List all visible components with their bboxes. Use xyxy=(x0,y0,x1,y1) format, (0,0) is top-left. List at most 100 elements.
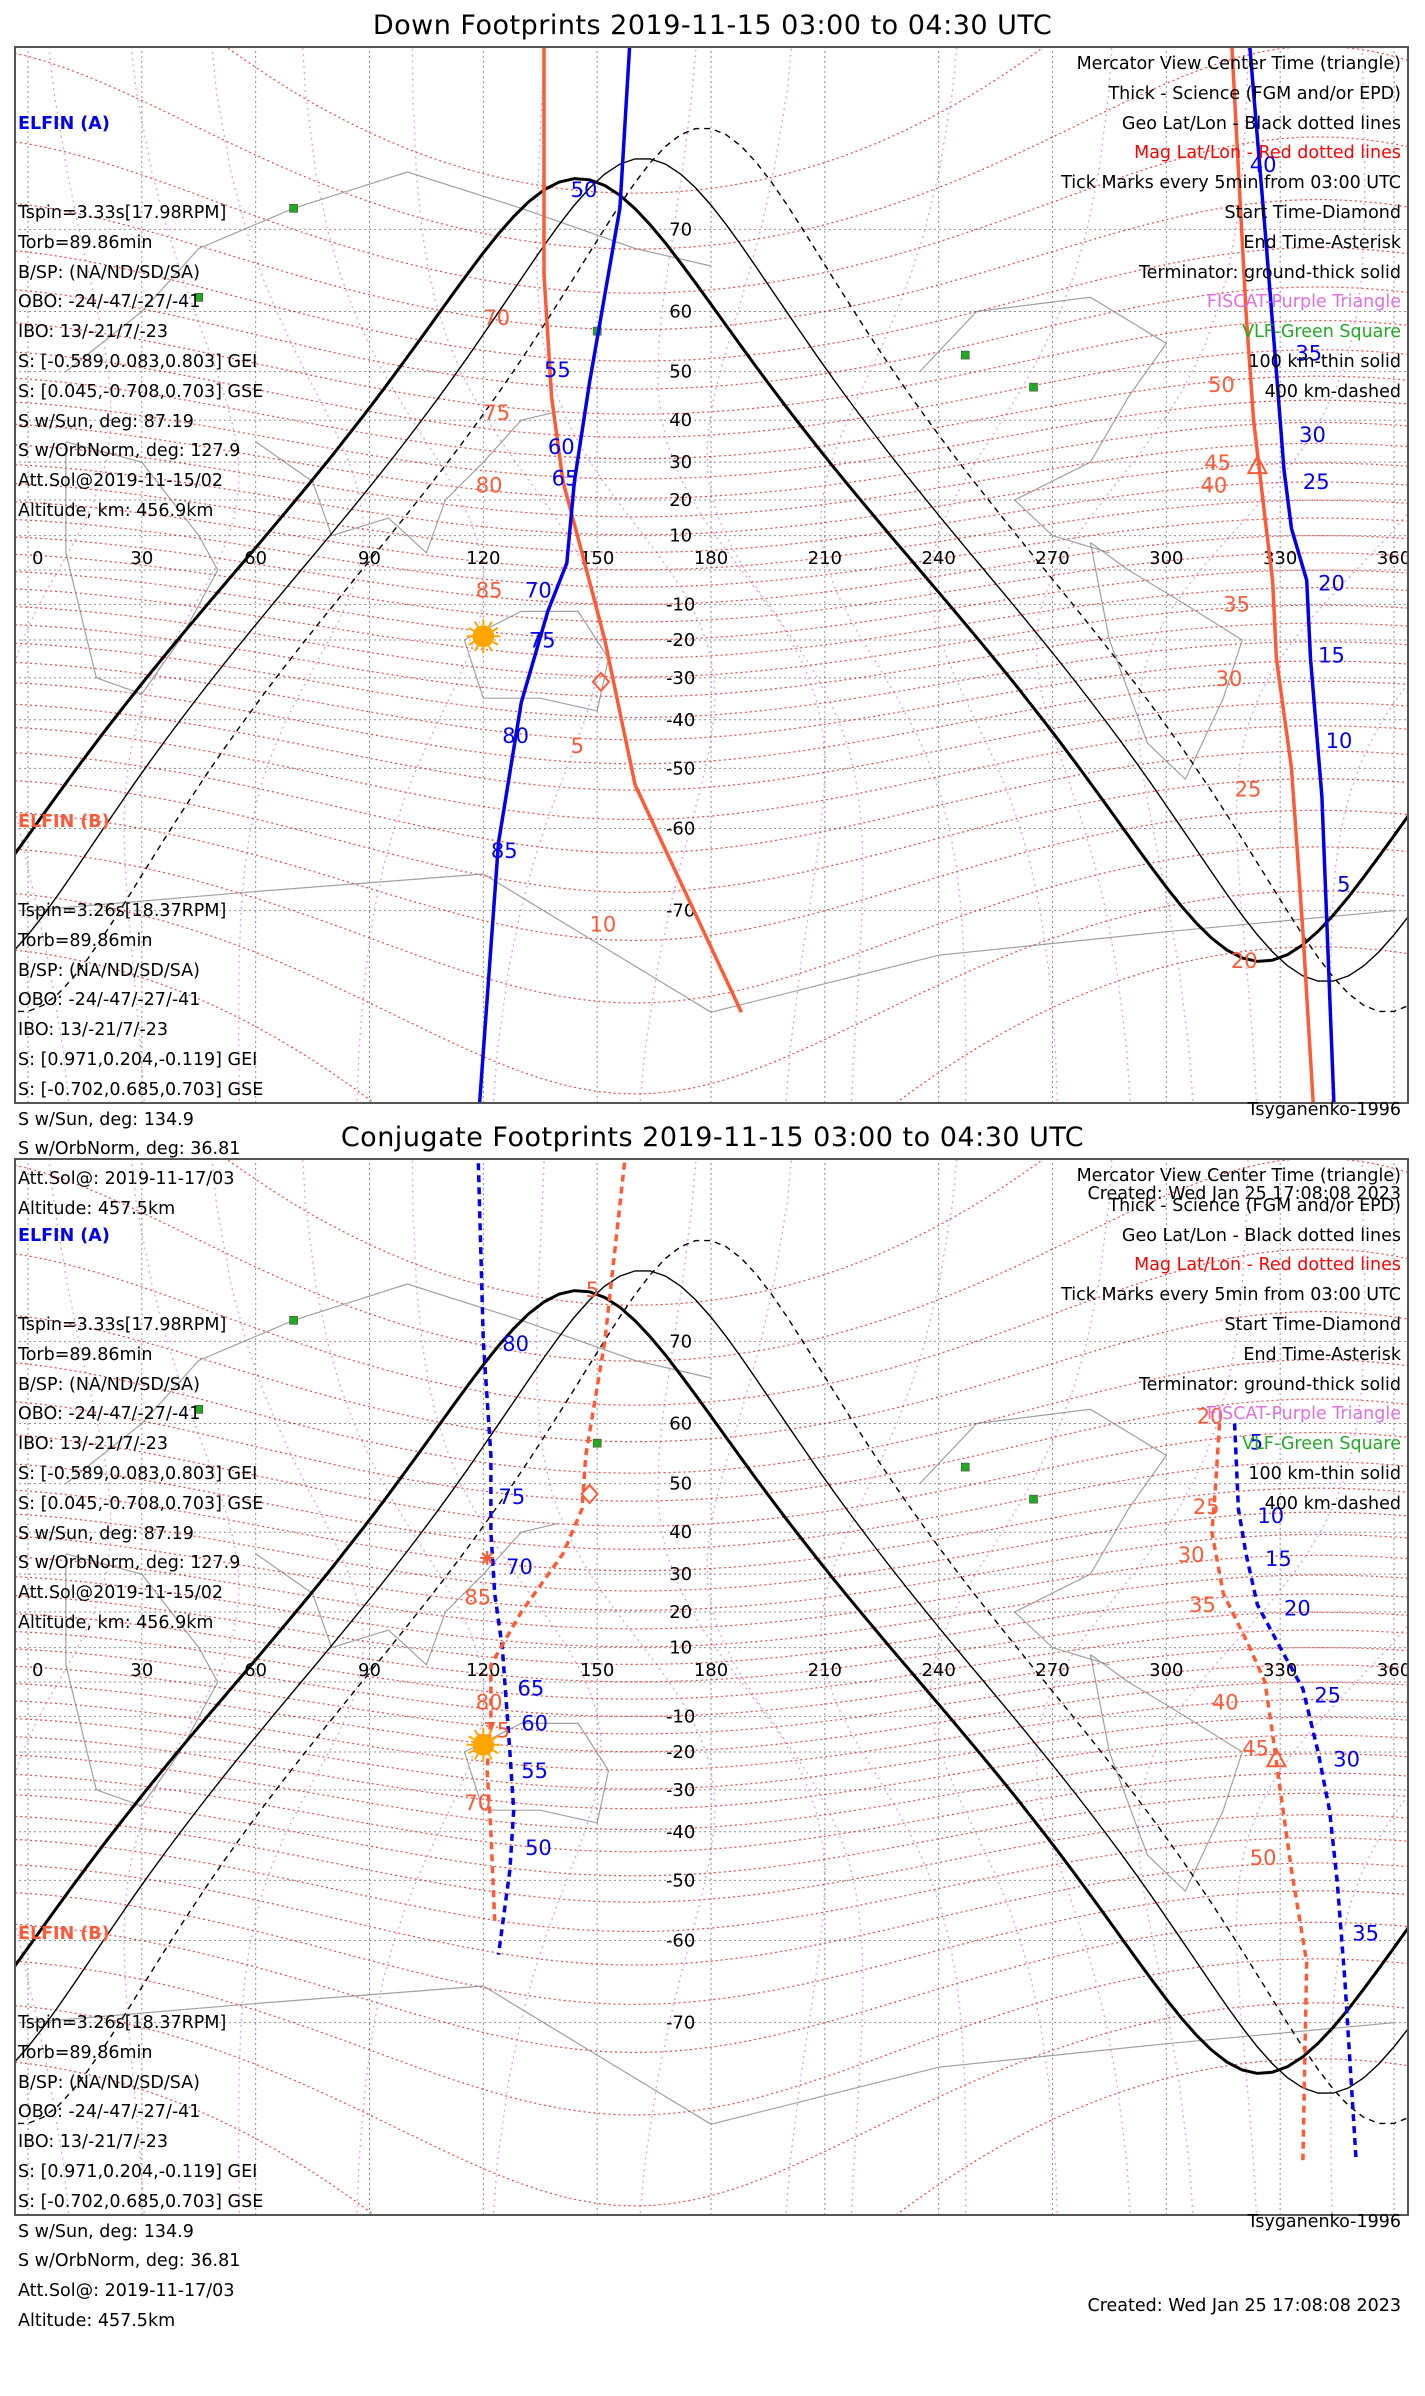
latitude-tick-label: -50 xyxy=(666,758,695,779)
mag-parallel xyxy=(14,442,1409,518)
info-line: S: [-0.702,0.685,0.703] GSE xyxy=(18,1079,264,1100)
mag-parallel xyxy=(224,46,1046,194)
mag-parallel xyxy=(14,680,1409,765)
tick-label: 50 xyxy=(571,178,598,202)
latitude-tick-label: 30 xyxy=(669,452,692,473)
mag-meridian xyxy=(211,1158,364,2216)
longitude-tick-label: 330 xyxy=(1263,1660,1297,1681)
info-line: S w/OrbNorm, deg: 127.9 xyxy=(18,441,241,462)
latitude-tick-label: -40 xyxy=(666,1822,695,1843)
tick-label: 40 xyxy=(1250,153,1277,177)
center-triangle-icon xyxy=(1246,453,1269,475)
legend-line: Terminator: ground-thick solid xyxy=(1138,262,1401,283)
latitude-tick-label: -40 xyxy=(666,710,695,731)
footprint-track xyxy=(1230,46,1316,1104)
legend-line: 100 km-thin solid xyxy=(1248,351,1401,372)
mag-parallel xyxy=(14,136,1409,294)
mag-meridian xyxy=(211,46,364,1104)
terminator-line xyxy=(14,1289,1409,2075)
mag-parallel xyxy=(14,1593,1409,1666)
info-line: IBO: 13/-21/7/-23 xyxy=(18,1434,169,1455)
tick-label: 85 xyxy=(464,1586,491,1610)
vlf-square-icon xyxy=(289,1315,298,1325)
panel-title: Conjugate Footprints 2019-11-15 03:00 to… xyxy=(340,1122,1085,1153)
coastline xyxy=(463,1722,610,1824)
info-line: IBO: 13/-21/7/-23 xyxy=(18,1020,169,1041)
coastline xyxy=(65,441,219,695)
tick-label: 70 xyxy=(525,578,552,602)
info-line: IBO: 13/-21/7/-23 xyxy=(18,2132,169,2153)
info-line: B/SP: (NA/ND/SD/SA) xyxy=(18,1374,200,1395)
elfin-a-info: ELFIN (A) Tspin=3.33s[17.98RPM] Torb=89.8… xyxy=(18,50,263,586)
mercator-map: 0 30 60 90 120 150 180 210 240 270 300 330 360706050… xyxy=(14,1158,1409,2216)
elfin-b-header: ELFIN (B) xyxy=(18,1923,110,1944)
longitude-tick-label: 300 xyxy=(1149,1660,1183,1681)
vlf-square-icon xyxy=(592,1438,602,1448)
panel-title: Down Footprints 2019-11-15 03:00 to 04:3… xyxy=(372,10,1053,41)
legend-line: VLF-Green Square xyxy=(1242,322,1401,343)
elfin-b-info: ELFIN (B) Tspin=3.26s[18.37RPM] Torb=89.8… xyxy=(18,1860,263,2396)
mag-parallel xyxy=(14,1698,1409,1771)
longitude-tick-label: 120 xyxy=(466,548,500,569)
mag-parallel xyxy=(224,1158,1046,1306)
info-line: Att.Sol@2019-11-15/02 xyxy=(18,471,223,492)
tick-label: 40 xyxy=(1200,474,1227,498)
mag-parallel xyxy=(14,462,1409,536)
vlf-square-icon xyxy=(1029,382,1038,392)
mag-parallel xyxy=(14,641,1409,719)
info-line: Att.Sol@: 2019-11-17/03 xyxy=(18,1169,235,1190)
tick-label: 40 xyxy=(1212,1690,1239,1714)
legend-line: Thick - Science (FGM and/or EPD) xyxy=(1108,1195,1401,1216)
tick-label: 50 xyxy=(1208,373,1235,397)
down-footprints-panel: Down Footprints 2019-11-15 03:00 to 04:3… xyxy=(0,0,1425,1219)
tick-label: 10 xyxy=(1326,729,1353,753)
vlf-square-icon xyxy=(960,350,970,360)
latitude-tick-label: 50 xyxy=(669,362,692,383)
info-line: Torb=89.86min xyxy=(18,930,153,951)
tick-label: 50 xyxy=(525,1836,552,1860)
mag-parallel xyxy=(14,890,1409,1095)
end-asterisk-icon xyxy=(480,1551,495,1566)
map-frame xyxy=(14,46,1409,1104)
tick-label: 70 xyxy=(464,1791,491,1815)
info-line: Tspin=3.26s[18.37RPM] xyxy=(18,2012,227,2033)
mag-meridian xyxy=(14,46,112,1104)
longitude-tick-label: 90 xyxy=(358,548,381,569)
latitude-tick-label: 70 xyxy=(669,1331,692,1352)
mag-parallel xyxy=(14,1646,1409,1718)
tick-label: 35 xyxy=(1223,592,1250,616)
longitude-tick-label: 30 xyxy=(130,548,153,569)
terminator-line xyxy=(14,158,1409,982)
mag-meridian xyxy=(14,1158,112,2216)
sun-ray xyxy=(473,1729,479,1736)
mag-parallel xyxy=(14,319,1409,415)
elfin-b-info: ELFIN (B) Tspin=3.26s[18.37RPM] Torb=89.8… xyxy=(18,748,263,1284)
legend-line: 400 km-dashed xyxy=(1264,381,1401,402)
legend-line: VLF-Green Square xyxy=(1242,1434,1401,1455)
mag-parallel xyxy=(14,1611,1409,1683)
latitude-tick-label: -30 xyxy=(666,1780,695,1801)
elfin-a-lines: Tspin=3.33s[17.98RPM] Torb=89.86min B/SP: … xyxy=(18,1311,263,1639)
longitude-tick-label: 210 xyxy=(808,548,842,569)
footprint-track xyxy=(1232,1423,1358,2161)
legend-line: Mag Lat/Lon - Red dotted lines xyxy=(1134,143,1401,164)
mag-parallel xyxy=(14,399,1409,480)
longitude-tick-label: 240 xyxy=(921,1660,955,1681)
sun-ray xyxy=(473,621,479,628)
longitude-tick-label: 360 xyxy=(1377,548,1409,569)
tick-label: 30 xyxy=(1216,667,1243,691)
tick-label: 80 xyxy=(476,474,503,498)
coastline xyxy=(1089,1654,1243,1893)
coastline xyxy=(27,1985,1395,2125)
mag-parallel xyxy=(14,1862,1409,1966)
mag-parallel xyxy=(14,1921,1409,2054)
info-line: S: [0.045,-0.708,0.703] GSE xyxy=(18,381,264,402)
tick-label: 35 xyxy=(1295,342,1322,366)
latitude-tick-label: -20 xyxy=(666,630,695,651)
mag-parallel xyxy=(14,1248,1409,1406)
elfin-a-header: ELFIN (A) xyxy=(18,113,110,134)
info-line: B/SP: (NA/ND/SD/SA) xyxy=(18,262,200,283)
model-label: Tsyganenko-1996 xyxy=(1247,2212,1401,2232)
vlf-square-icon xyxy=(289,203,298,213)
coastline xyxy=(1089,542,1243,781)
